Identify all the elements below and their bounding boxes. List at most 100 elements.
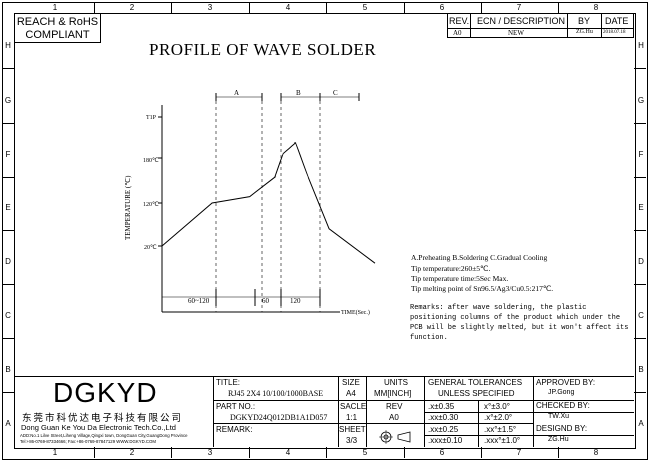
zone-col-bottom: 5 [362,448,368,457]
rev-cell-by: ZG.Hu [576,29,593,35]
zone-label: B [296,89,301,97]
y-tick-label: 180℃ [143,158,159,164]
zone-row-left: F [5,150,11,159]
approved-label: APPROVED BY: [536,378,596,387]
zone-divider [634,177,646,178]
company-contact: Tel:+86-0769-87334666; Fax:+86-0769-8784… [20,439,156,444]
rev-header-by: BY [578,16,591,26]
zone-col-top: 6 [439,3,445,12]
designed-value: ZG.Hu [548,436,569,443]
zone-row-right: C [638,311,644,320]
segment-label: 120 [290,297,301,305]
zone-col-bottom: 3 [207,448,213,457]
compliance-box: REACH & RoHS COMPLIANT [14,13,101,43]
units-label: UNITS [384,378,408,387]
zone-col-bottom: 2 [129,448,135,457]
zone-row-left: E [5,203,11,212]
zone-row-right: H [638,41,644,50]
title-label: TITLE: [216,378,241,387]
zone-divider [94,447,95,458]
company-address: ADD:No.1 Lilve Street,Liheng Village,Qin… [20,433,188,438]
remarks-line-2: positioning columns of the product which… [410,314,621,322]
title-value: RJ45 2X4 10/100/1000BASE [228,389,324,398]
remarks-line-1: Remarks: after wave soldering, the plast… [410,304,587,312]
y-tick-label: 120℃ [143,202,159,208]
zone-row-right: E [638,203,644,212]
tolerance-linear: .xx±0.25 [428,425,459,434]
sheet-label: SHEET [339,425,366,434]
zone-divider [634,230,646,231]
zone-divider [481,2,482,13]
zone-divider [481,447,482,458]
tolerance-angular: .x°±2.0° [484,413,513,422]
zone-col-bottom: 8 [593,448,599,457]
inner-frame [14,13,636,449]
remarks-line-3: PCB will be slightly melted, but it won'… [410,324,629,332]
tolerance-header-1: GENERAL TOLERANCES [428,378,523,387]
zone-row-left: A [5,419,11,428]
zone-row-left: G [4,96,12,105]
zone-row-right: G [637,96,645,105]
zone-row-right: F [638,150,644,159]
rev-label: REV [386,402,403,411]
tolerance-linear: .x±0.35 [428,402,455,411]
zone-col-top: 4 [285,3,291,12]
zone-row-left: D [5,257,11,266]
note-melting-point: Tip melting point of Sn96.5/Ag3/Cu0.5:21… [411,284,554,293]
compliance-line1: REACH & RoHS [16,16,99,28]
designed-label: DESIGND BY: [536,424,588,433]
zone-col-top: 3 [207,3,213,12]
tolerance-linear: .xxx±0.10 [428,436,463,445]
zone-divider [249,2,250,13]
rev-header-date: DATE [605,16,629,26]
zone-col-bottom: 1 [52,448,58,457]
scale-value: 1:1 [346,413,358,422]
zone-row-left: C [5,311,11,320]
zone-label: C [333,89,338,97]
checked-label: CHECKED BY: [536,401,590,410]
zone-divider [2,177,14,178]
zone-divider [558,447,559,458]
company-name-cn: 东莞市科优达电子科技有限公司 [22,413,184,424]
units-value: MM[INCH] [374,389,412,398]
part-label: PART NO.: [216,402,256,411]
zone-divider [2,123,14,124]
segment-label: 60~120 [188,297,210,305]
approved-value: JP.Gong [548,389,575,396]
y-tick-label: 20℃ [144,245,157,251]
zone-divider [634,123,646,124]
zone-col-top: 2 [129,3,135,12]
remarks-line-4: function. [410,334,448,342]
y-tick-label: T1P [146,115,157,121]
tolerance-linear: .xx±0.30 [428,413,459,422]
rev-value: A0 [389,413,399,422]
tolerance-angular: .xx°±1.5° [484,425,517,434]
zone-divider [634,284,646,285]
scale-label: SACLE [340,402,367,411]
projection-symbol-icon [379,430,411,444]
zone-divider [558,2,559,13]
zone-row-right: B [638,365,644,374]
zone-divider [171,2,172,13]
company-logo: DGKYD [53,377,158,408]
y-axis-label: TEMPERATURE (℃) [124,175,132,240]
rev-cell-date: 2018.07.18 [603,30,626,35]
zone-divider [634,68,646,69]
tolerance-angular: x°±3.0° [484,402,510,411]
zone-divider [2,392,14,393]
zone-divider [326,447,327,458]
zone-divider [2,284,14,285]
zone-col-top: 1 [52,3,58,12]
note-phases: A.Preheating B.Soldering C.Gradual Cooli… [411,253,548,262]
zone-col-top: 5 [362,3,368,12]
zone-divider [634,338,646,339]
zone-divider [326,2,327,13]
zone-col-top: 7 [516,3,522,12]
diagram-title: PROFILE OF WAVE SOLDER [149,40,377,59]
temperature-profile-curve [161,142,376,264]
rev-header-desc: ECN / DESCRIPTION [477,16,566,26]
zone-divider [2,230,14,231]
zone-col-bottom: 4 [285,448,291,457]
compliance-line2: COMPLIANT [25,29,90,41]
